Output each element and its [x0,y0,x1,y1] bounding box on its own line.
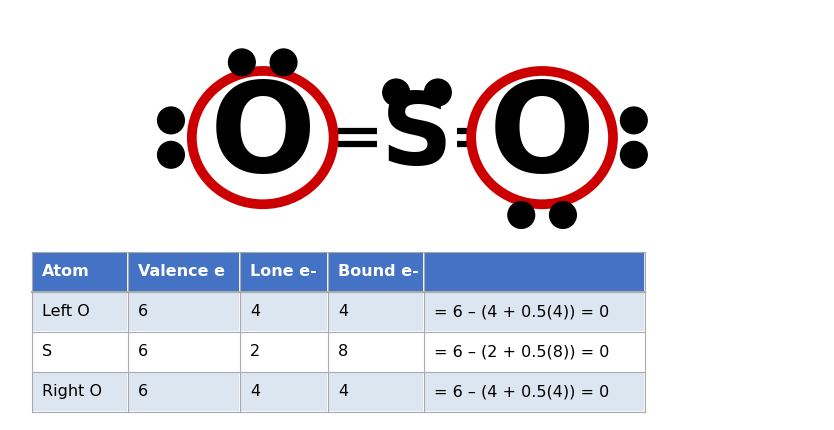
Ellipse shape [229,49,255,76]
Text: = 6 – (4 + 0.5(4)) = 0: = 6 – (4 + 0.5(4)) = 0 [434,384,609,399]
Text: 6: 6 [138,304,148,319]
Text: 2: 2 [250,344,260,359]
Bar [240,372,328,412]
Ellipse shape [425,79,451,106]
Text: Lone e-: Lone e- [250,264,317,279]
Text: Right O: Right O [42,384,102,399]
Bar [424,332,645,372]
Ellipse shape [158,107,184,134]
Bar [328,372,424,412]
Bar [328,252,424,292]
Text: Bound e-: Bound e- [338,264,419,279]
Text: 6: 6 [138,384,148,399]
Text: S: S [42,344,52,359]
Bar [240,252,328,292]
Text: = 6 – (2 + 0.5(8)) = 0: = 6 – (2 + 0.5(8)) = 0 [434,344,609,359]
Text: 8: 8 [338,344,348,359]
Bar [240,332,328,372]
Bar [328,332,424,372]
Bar [424,292,645,332]
Ellipse shape [550,202,576,228]
Bar [32,292,128,332]
Text: O: O [489,77,595,198]
Bar [240,292,328,332]
Text: Valence e: Valence e [138,264,224,279]
Bar [328,292,424,332]
Bar [128,292,240,332]
Bar [128,372,240,412]
Bar [128,252,240,292]
Text: = 6 – (4 + 0.5(4)) = 0: = 6 – (4 + 0.5(4)) = 0 [434,304,609,319]
Text: 4: 4 [250,384,260,399]
Text: 4: 4 [250,304,260,319]
Ellipse shape [158,141,184,168]
Text: O: O [209,77,316,198]
Text: S: S [381,89,453,186]
Bar [128,332,240,372]
Ellipse shape [620,141,647,168]
Text: Atom: Atom [42,264,89,279]
Bar [32,372,128,412]
Bar [32,332,128,372]
Text: 4: 4 [338,384,348,399]
Bar [424,372,645,412]
Text: 4: 4 [338,304,348,319]
Bar [424,252,645,292]
Ellipse shape [270,49,297,76]
Ellipse shape [620,107,647,134]
Bar [32,252,128,292]
Text: 6: 6 [138,344,148,359]
Ellipse shape [508,202,535,228]
Text: Left O: Left O [42,304,89,319]
Ellipse shape [383,79,409,106]
